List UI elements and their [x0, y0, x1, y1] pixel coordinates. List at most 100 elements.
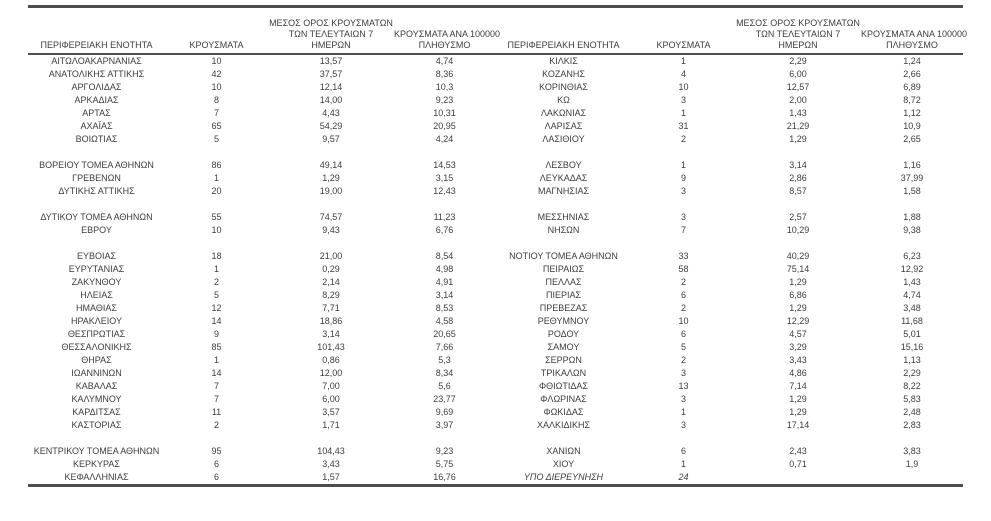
- table-row: ΗΛΕΙΑΣ 5 8,29 3,14 ΠΙΕΡΙΑΣ 6 6,86 4,74: [28, 289, 963, 302]
- cases-cell: 1: [680, 56, 686, 66]
- region-name-cell: ΜΕΣΣΗΝΙΑΣ: [537, 212, 590, 222]
- region-name-cell: ΔΥΤΙΚΟΥ ΤΟΜΕΑ ΑΘΗΝΩΝ: [40, 212, 153, 222]
- avg7-cell: 75,14: [786, 264, 810, 274]
- avg7-cell: 54,29: [319, 121, 343, 131]
- per100k-cell: 8,53: [435, 303, 454, 313]
- avg7-cell: 13,57: [319, 56, 343, 66]
- header-per100k-right: ΚΡΟΥΣΜΑΤΑ ΑΝΑ 100000 ΠΛΗΘΥΣΜΟ: [861, 6, 967, 55]
- per100k-cell: 1,12: [903, 108, 921, 118]
- cases-cell: 10: [678, 82, 689, 92]
- per100k-cell: [861, 198, 963, 211]
- per100k-cell: 6,76: [435, 225, 454, 235]
- per100k-cell: [394, 432, 495, 445]
- table-row: ΒΟΡΕΙΟΥ ΤΟΜΕΑ ΑΘΗΝΩΝ 86 49,14 14,53 ΛΕΣΒΟΥ 1 3…: [28, 159, 963, 172]
- avg7-cell: 12,57: [786, 82, 810, 92]
- cases-cell: 86: [211, 160, 222, 170]
- table-row: ΒΟΙΩΤΙΑΣ 5 9,57 4,24 ΛΑΣΙΘΙΟΥ 2 1,29 2,65: [28, 133, 963, 146]
- table-row: [28, 237, 963, 250]
- per100k-cell: 20,65: [433, 329, 456, 339]
- cases-cell: 6: [680, 446, 686, 456]
- region-name-cell: ΛΑΣΙΘΙΟΥ: [542, 134, 585, 144]
- cases-cell: 5: [680, 342, 686, 352]
- region-name-cell: ΒΟΙΩΤΙΑΣ: [75, 134, 118, 144]
- per100k-cell: 4,24: [435, 134, 454, 144]
- region-name-cell: ΝΟΤΙΟΥ ΤΟΜΕΑ ΑΘΗΝΩΝ: [509, 251, 618, 261]
- cases-cell: 58: [678, 264, 689, 274]
- cases-cell: 10: [211, 225, 222, 235]
- cases-cell: 11: [211, 407, 222, 417]
- region-name-cell: ΓΡΕΒΕΝΩΝ: [72, 173, 121, 183]
- avg7-cell: [735, 198, 861, 211]
- cases-cell: [165, 432, 268, 445]
- region-name-cell: ΕΥΡΥΤΑΝΙΑΣ: [68, 264, 125, 274]
- per100k-cell: 2,48: [903, 407, 921, 417]
- per100k-cell: 3,14: [435, 290, 454, 300]
- cases-cell: 1: [680, 160, 686, 170]
- region-name-cell: ΕΥΒΟΙΑΣ: [76, 251, 117, 261]
- avg7-cell: 3,43: [789, 355, 807, 365]
- table-row: ΘΗΡΑΣ 1 0,86 5,3 ΣΕΡΡΩΝ 2 3,43 1,13: [28, 354, 963, 367]
- region-name-cell: [495, 237, 632, 250]
- header-cases-right: ΚΡΟΥΣΜΑΤΑ: [632, 6, 735, 55]
- region-name-cell: [495, 146, 632, 159]
- region-name-cell: ΑΝΑΤΟΛΙΚΗΣ ΑΤΤΙΚΗΣ: [48, 69, 145, 79]
- avg7-cell: [268, 237, 394, 250]
- per100k-cell: [861, 146, 963, 159]
- cases-cell: 1: [213, 264, 219, 274]
- cases-cell: 9: [680, 173, 686, 183]
- region-name-cell: ΠΕΛΛΑΣ: [545, 277, 582, 287]
- per100k-cell: 5,75: [435, 459, 454, 469]
- table-row: ΘΕΣΠΡΩΤΙΑΣ 9 3,14 20,65 ΡΟΔΟΥ 6 4,57 5,01: [28, 328, 963, 341]
- table-row: ΖΑΚΥΝΘΟΥ 2 2,14 4,91 ΠΕΛΛΑΣ 2 1,29 1,43: [28, 276, 963, 289]
- cases-cell: 5: [213, 290, 219, 300]
- avg7-cell: 7,00: [322, 381, 340, 391]
- avg7-cell: 7,14: [789, 381, 807, 391]
- cases-cell: 12: [211, 303, 222, 313]
- region-name-cell: ΠΕΙΡΑΙΩΣ: [542, 264, 585, 274]
- per100k-cell: [394, 146, 495, 159]
- per100k-cell: 7,66: [435, 342, 454, 352]
- per100k-cell: 10,9: [903, 121, 921, 131]
- per100k-cell: 4,98: [435, 264, 454, 274]
- avg7-cell: 2,29: [789, 56, 807, 66]
- cases-cell: 65: [211, 121, 222, 131]
- region-name-cell: ΚΩ: [557, 95, 570, 105]
- avg7-cell: [268, 146, 394, 159]
- cases-cell: 3: [680, 420, 686, 430]
- per100k-cell: 8,34: [435, 368, 454, 378]
- header-avg7-right: ΜΕΣΟΣ ΟΡΟΣ ΚΡΟΥΣΜΑΤΩΝ ΤΩΝ ΤΕΛΕΥΤΑΙΩΝ 7 Η…: [735, 6, 861, 55]
- header-per100k-left: ΚΡΟΥΣΜΑΤΑ ΑΝΑ 100000 ΠΛΗΘΥΣΜΟ: [394, 6, 500, 55]
- per100k-cell: 1,9: [905, 459, 919, 469]
- cases-cell: 3: [680, 368, 686, 378]
- avg7-cell: 74,57: [319, 212, 343, 222]
- table-row: ΑΡΚΑΔΙΑΣ 8 14,00 9,23 ΚΩ 3 2,00 8,72: [28, 94, 963, 107]
- cases-cell: [165, 198, 268, 211]
- cases-cell: [165, 237, 268, 250]
- region-name-cell: ΘΕΣΣΑΛΟΝΙΚΗΣ: [61, 342, 132, 352]
- per100k-cell: 3,97: [435, 420, 454, 430]
- region-name-cell: ΑΙΤΩΛΟΑΚΑΡΝΑΝΙΑΣ: [51, 56, 142, 66]
- table-row: ΓΡΕΒΕΝΩΝ 1 1,29 3,15 ΛΕΥΚΑΔΑΣ 9 2,86 37,99: [28, 172, 963, 185]
- region-name-cell: [28, 146, 165, 159]
- table-row: ΚΕΝΤΡΙΚΟΥ ΤΟΜΕΑ ΑΘΗΝΩΝ 95 104,43 9,23 ΧΑΝΙΩΝ…: [28, 445, 963, 458]
- region-name-cell: ΘΕΣΠΡΩΤΙΑΣ: [67, 329, 126, 339]
- cases-cell: 13: [678, 381, 689, 391]
- cases-cell: 1: [213, 355, 219, 365]
- avg7-cell: [735, 471, 861, 486]
- cases-cell: 42: [211, 69, 222, 79]
- per100k-cell: 8,36: [435, 69, 454, 79]
- per100k-cell: 4,91: [435, 277, 454, 287]
- avg7-cell: 3,14: [322, 329, 340, 339]
- per100k-cell: 1,88: [903, 212, 921, 222]
- region-name-cell: ΧΑΛΚΙΔΙΚΗΣ: [536, 420, 591, 430]
- avg7-cell: 1,29: [322, 173, 340, 183]
- per100k-cell: 4,74: [903, 290, 921, 300]
- table-row: ΑΡΤΑΣ 7 4,43 10,31 ΛΑΚΩΝΙΑΣ 1 1,43 1,12: [28, 107, 963, 120]
- table-row: ΙΩΑΝΝΙΝΩΝ 14 12,00 8,34 ΤΡΙΚΑΛΩΝ 3 4,86 2,29: [28, 367, 963, 380]
- avg7-cell: 8,29: [322, 290, 340, 300]
- per100k-cell: 10,3: [435, 82, 454, 92]
- avg7-cell: 3,57: [322, 407, 340, 417]
- cases-cell: 31: [678, 121, 689, 131]
- region-name-cell: ΧΙΟΥ: [552, 459, 575, 469]
- cases-cell: 24: [678, 472, 689, 482]
